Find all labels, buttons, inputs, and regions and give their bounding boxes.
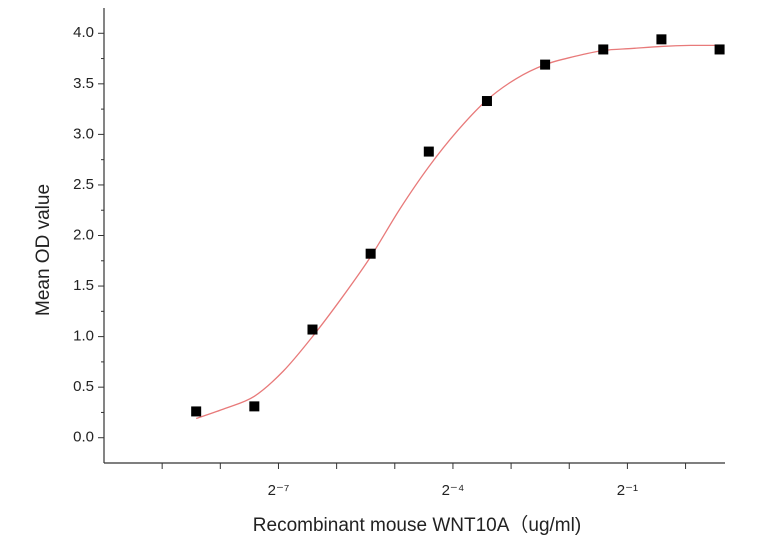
x-tick-label: 2⁻¹	[617, 482, 638, 499]
data-point	[191, 406, 202, 417]
x-tick-label: 2⁻⁷	[268, 482, 290, 499]
data-point	[540, 59, 551, 70]
y-tick-label: 3.0	[73, 125, 94, 142]
y-axis-title: Mean OD value	[33, 184, 54, 316]
data-point	[365, 248, 376, 259]
data-point	[598, 44, 609, 55]
fit-curve	[195, 44, 720, 420]
y-tick-label: 1.0	[73, 328, 94, 345]
y-tick-label: 0.5	[73, 378, 94, 395]
y-tick-label: 3.5	[73, 75, 94, 92]
data-point	[249, 401, 260, 412]
y-tick-label: 0.0	[73, 429, 94, 446]
data-point	[714, 44, 725, 55]
data-point	[423, 146, 434, 157]
y-tick-label: 2.5	[73, 176, 94, 193]
data-point	[481, 96, 492, 107]
y-tick-label: 2.0	[73, 226, 94, 243]
x-axis-title: Recombinant mouse WNT10A（ug/ml)	[253, 514, 581, 536]
data-point	[656, 34, 667, 45]
x-tick-label: 2⁻⁴	[442, 482, 465, 499]
y-tick-label: 4.0	[73, 24, 94, 41]
data-point	[307, 324, 318, 335]
y-tick-label: 1.5	[73, 277, 94, 294]
